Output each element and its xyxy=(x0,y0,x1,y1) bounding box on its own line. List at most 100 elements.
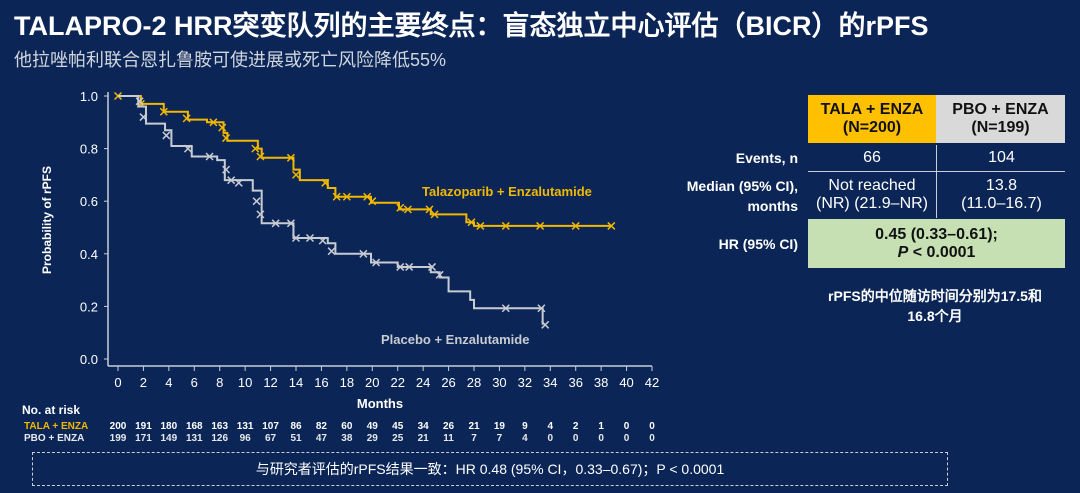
header-pbo-name: PBO + ENZA xyxy=(952,101,1049,118)
at-risk-title: No. at risk xyxy=(22,403,80,417)
y-tick-label: 0.4 xyxy=(80,247,98,262)
at-risk-value: 0 xyxy=(548,433,554,444)
censor-mark xyxy=(305,233,315,243)
at-risk-value: 21 xyxy=(468,421,480,432)
x-tick-label: 16 xyxy=(314,375,328,390)
censor-mark xyxy=(162,131,171,140)
censor-mark xyxy=(291,233,301,243)
censor-mark xyxy=(286,153,295,162)
censor-mark xyxy=(256,210,265,219)
at-risk-value: 0 xyxy=(624,433,630,444)
censor-mark xyxy=(332,192,341,201)
censor-mark xyxy=(256,152,265,161)
at-risk-value: 45 xyxy=(392,421,404,432)
footer-note: 与研究者评估的rPFS结果一致：HR 0.48 (95% CI，0.33–0.6… xyxy=(32,452,948,486)
x-tick-label: 20 xyxy=(365,375,379,390)
x-tick-label: 2 xyxy=(140,375,147,390)
at-risk-value: 34 xyxy=(418,421,430,432)
censor-mark xyxy=(372,258,381,267)
followup-note: rPFS的中位随访时间分别为17.5和 16.8个月 xyxy=(800,286,1070,326)
at-risk-row-label: TALA + ENZA xyxy=(24,421,88,432)
at-risk-value: 126 xyxy=(211,433,228,444)
at-risk-value: 7 xyxy=(471,433,477,444)
tala-curve xyxy=(118,95,612,227)
censor-mark xyxy=(435,270,444,279)
header-tala-n: (N=200) xyxy=(842,119,902,136)
censor-mark xyxy=(286,219,295,228)
at-risk-value: 0 xyxy=(649,433,655,444)
y-tick-label: 0.2 xyxy=(80,299,98,314)
censor-mark xyxy=(571,221,580,230)
at-risk-value: 21 xyxy=(418,433,430,444)
x-tick-label: 42 xyxy=(645,375,659,390)
y-tick-label: 1.0 xyxy=(80,89,98,104)
censor-mark xyxy=(234,178,243,187)
censor-mark xyxy=(537,304,546,313)
hr-value-cell: 0.45 (0.33–0.61); P < 0.0001 xyxy=(808,219,1065,268)
at-risk-value: 199 xyxy=(110,433,127,444)
x-axis-title: Months xyxy=(357,396,403,411)
x-tick-label: 8 xyxy=(216,375,223,390)
header-tala-name: TALA + ENZA xyxy=(820,101,924,118)
at-risk-value: 82 xyxy=(316,421,328,432)
median-pbo-2: (11.0–16.7) xyxy=(961,195,1042,212)
events-label: Events, n xyxy=(735,150,798,166)
at-risk-value: 149 xyxy=(161,433,178,444)
page-subtitle: 他拉唑帕利联合恩扎鲁胺可使进展或死亡风险降低55% xyxy=(14,50,447,70)
at-risk-value: 163 xyxy=(211,421,228,432)
censor-mark xyxy=(252,197,261,206)
x-tick-label: 6 xyxy=(191,375,198,390)
censor-mark xyxy=(359,249,368,258)
censor-mark xyxy=(251,144,260,153)
hr-value: 0.45 (0.33–0.61); xyxy=(875,225,998,243)
at-risk-value: 0 xyxy=(624,421,630,432)
at-risk-value: 1 xyxy=(598,421,604,432)
x-tick-label: 18 xyxy=(340,375,354,390)
censor-mark xyxy=(218,123,227,132)
censor-mark xyxy=(318,236,327,245)
censor-mark xyxy=(222,134,231,143)
at-risk-value: 0 xyxy=(649,421,655,432)
y-axis-title: Probability of rPFS xyxy=(40,166,54,274)
at-risk-value: 51 xyxy=(290,433,302,444)
at-risk-value: 168 xyxy=(186,421,203,432)
censor-mark xyxy=(139,113,148,122)
at-risk-value: 171 xyxy=(135,433,152,444)
at-risk-value: 86 xyxy=(290,421,302,432)
p-value: P < 0.0001 xyxy=(898,244,976,262)
footer-text: 与研究者评估的rPFS结果一致：HR 0.48 (95% CI，0.33–0.6… xyxy=(255,461,725,477)
events-pbo: 104 xyxy=(936,145,1066,171)
at-risk-value: 9 xyxy=(522,421,528,432)
at-risk-value: 47 xyxy=(316,433,328,444)
x-tick-label: 40 xyxy=(619,375,633,390)
page-title: TALAPRO-2 HRR突变队列的主要终点：盲态独立中心评估（BICR）的rP… xyxy=(14,11,929,41)
censor-mark xyxy=(271,219,280,228)
x-tick-label: 12 xyxy=(263,375,277,390)
x-tick-label: 28 xyxy=(467,375,481,390)
x-tick-label: 10 xyxy=(238,375,252,390)
median-label: Median (95% CI), months xyxy=(687,174,798,216)
y-tick-label: 0.8 xyxy=(80,142,98,157)
x-tick-label: 26 xyxy=(441,375,455,390)
censor-mark xyxy=(321,178,330,187)
at-risk-value: 2 xyxy=(573,421,579,432)
x-tick-label: 22 xyxy=(390,375,404,390)
y-tick-label: 0.0 xyxy=(80,352,98,367)
censor-mark xyxy=(342,192,351,201)
at-risk-value: 131 xyxy=(186,433,203,444)
at-risk-value: 131 xyxy=(237,421,254,432)
tala-series-label: Talazoparib + Enzalutamide xyxy=(422,184,592,199)
at-risk-value: 0 xyxy=(598,433,604,444)
hr-label: HR (95% CI) xyxy=(718,236,798,252)
censor-mark xyxy=(403,205,412,214)
censor-mark xyxy=(501,304,510,313)
censor-mark xyxy=(428,262,437,271)
at-risk-value: 11 xyxy=(443,433,454,444)
censor-mark xyxy=(205,152,214,161)
censor-mark xyxy=(209,118,218,127)
at-risk-value: 25 xyxy=(392,433,404,444)
censor-mark xyxy=(135,97,144,106)
censor-mark xyxy=(536,221,545,230)
median-tala: Not reached (NR) (21.9–NR) xyxy=(808,172,936,218)
